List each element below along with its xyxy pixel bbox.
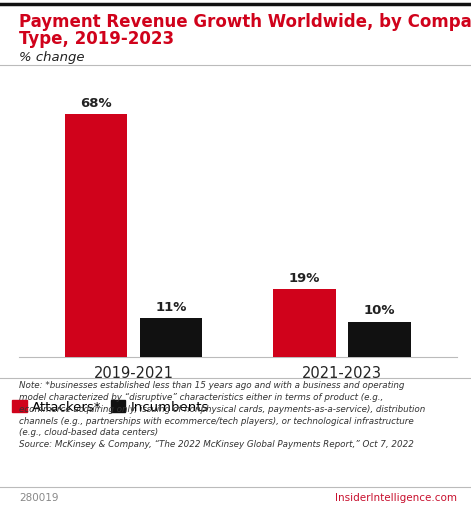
Text: InsiderIntelligence.com: InsiderIntelligence.com [335, 493, 457, 503]
Bar [349, 321, 411, 357]
Text: Payment Revenue Growth Worldwide, by Company: Payment Revenue Growth Worldwide, by Com… [19, 13, 471, 31]
Text: 19%: 19% [289, 272, 320, 285]
Text: Note: *businesses established less than 15 years ago and with a business and ope: Note: *businesses established less than … [19, 381, 425, 449]
Bar [140, 318, 203, 357]
Text: % change: % change [19, 51, 84, 64]
Text: 68%: 68% [80, 97, 112, 110]
Bar [273, 289, 336, 357]
Bar [65, 114, 127, 357]
Text: 10%: 10% [364, 304, 396, 317]
Legend: Attackers*, Incumbents: Attackers*, Incumbents [12, 401, 209, 414]
Text: 280019: 280019 [19, 493, 58, 503]
Text: Type, 2019-2023: Type, 2019-2023 [19, 30, 174, 49]
Text: 11%: 11% [155, 301, 187, 314]
